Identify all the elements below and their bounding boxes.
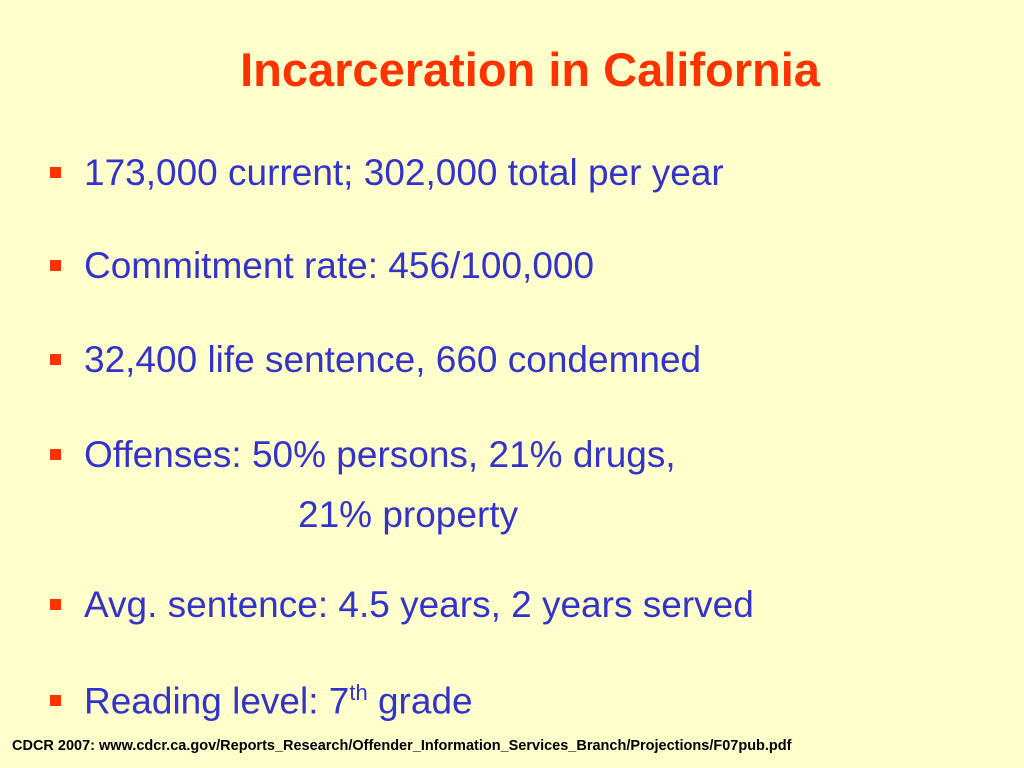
- bullet-text-part: 173,000 current; 302,000 total per year: [84, 152, 724, 193]
- superscript: th: [349, 680, 368, 705]
- bullet-text: Avg. sentence: 4.5 years, 2 years served: [84, 584, 754, 626]
- bullet-text: Reading level: 7th grade: [84, 680, 473, 722]
- bullet-text-part: 32,400 life sentence, 660 condemned: [84, 339, 702, 380]
- bullet-text-part: grade: [367, 680, 473, 722]
- bullet-marker: [50, 354, 61, 365]
- bullet-text-part: Avg. sentence: 4.5 years, 2 years served: [84, 584, 754, 625]
- bullet-text: 173,000 current; 302,000 total per year: [84, 152, 724, 194]
- bullet-marker: [50, 167, 61, 178]
- bullet-marker: [50, 260, 61, 271]
- bullet-text: Offenses: 50% persons, 21% drugs,: [84, 434, 676, 476]
- bullet-text-part: Commitment rate: 456/100,000: [84, 245, 595, 286]
- bullet-marker: [50, 695, 61, 706]
- bullet-text-part: Reading level: 7: [84, 680, 350, 722]
- bullet-continuation: 21% property: [298, 494, 519, 535]
- bullet-marker: [50, 599, 61, 610]
- bullet-text: Commitment rate: 456/100,000: [84, 245, 594, 287]
- source-footer: CDCR 2007: www.cdcr.ca.gov/Reports_Resea…: [12, 738, 792, 754]
- bullet-text-part: Offenses: 50% persons, 21% drugs,: [84, 434, 676, 475]
- bullet-marker: [50, 449, 61, 460]
- slide-title: Incarceration in California: [240, 43, 820, 96]
- bullet-text: 32,400 life sentence, 660 condemned: [84, 339, 701, 381]
